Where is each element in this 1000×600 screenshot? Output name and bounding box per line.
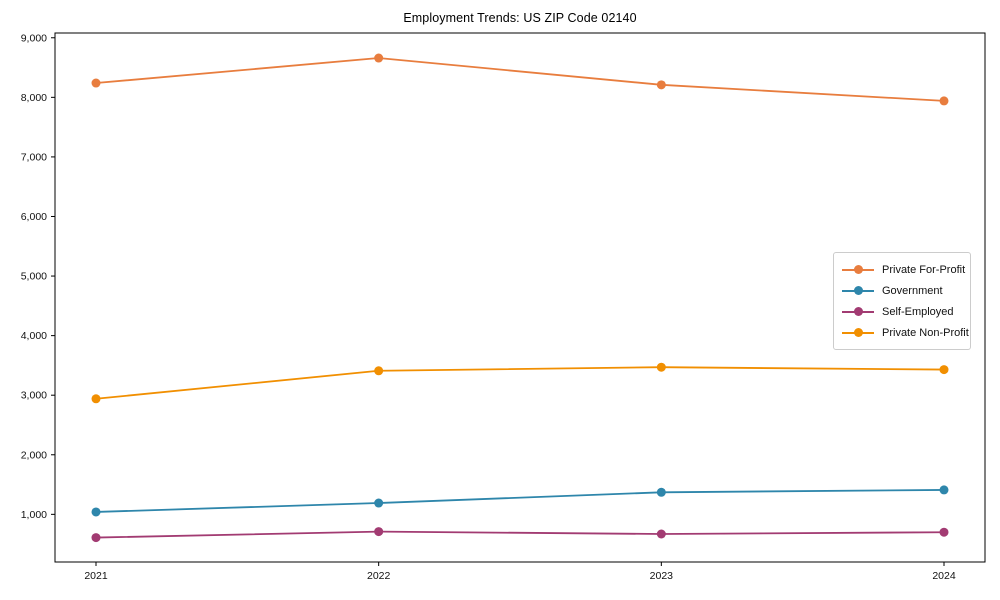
legend: Private For-Profit Government Self-Emplo… xyxy=(833,252,971,350)
legend-dot-icon xyxy=(853,265,863,274)
svg-text:2021: 2021 xyxy=(84,570,108,582)
legend-line-marker-icon xyxy=(842,307,874,316)
svg-text:1,000: 1,000 xyxy=(21,509,47,521)
svg-text:7,000: 7,000 xyxy=(21,151,47,163)
svg-text:9,000: 9,000 xyxy=(21,32,47,44)
svg-text:4,000: 4,000 xyxy=(21,330,47,342)
chart-title: Employment Trends: US ZIP Code 02140 xyxy=(403,11,637,25)
svg-text:2024: 2024 xyxy=(932,570,956,582)
legend-line-marker-icon xyxy=(842,286,874,295)
svg-text:2022: 2022 xyxy=(367,570,391,582)
svg-text:2023: 2023 xyxy=(650,570,674,582)
svg-text:5,000: 5,000 xyxy=(21,271,47,283)
legend-label: Private For-Profit xyxy=(882,263,966,276)
legend-label: Government xyxy=(882,284,943,297)
legend-item: Self-Employed xyxy=(842,301,962,322)
legend-label: Private Non-Profit xyxy=(882,326,969,339)
legend-label: Self-Employed xyxy=(882,305,954,318)
svg-text:2,000: 2,000 xyxy=(21,449,47,461)
legend-dot-icon xyxy=(853,286,863,295)
legend-dot-icon xyxy=(853,307,863,316)
svg-text:6,000: 6,000 xyxy=(21,211,47,223)
legend-line-marker-icon xyxy=(842,328,874,337)
svg-text:8,000: 8,000 xyxy=(21,92,47,104)
legend-item: Private Non-Profit xyxy=(842,322,969,343)
svg-text:3,000: 3,000 xyxy=(21,390,47,402)
legend-dot-icon xyxy=(853,328,863,337)
legend-item: Private For-Profit xyxy=(842,259,966,280)
legend-line-marker-icon xyxy=(842,265,874,274)
legend-item: Government xyxy=(842,280,962,301)
